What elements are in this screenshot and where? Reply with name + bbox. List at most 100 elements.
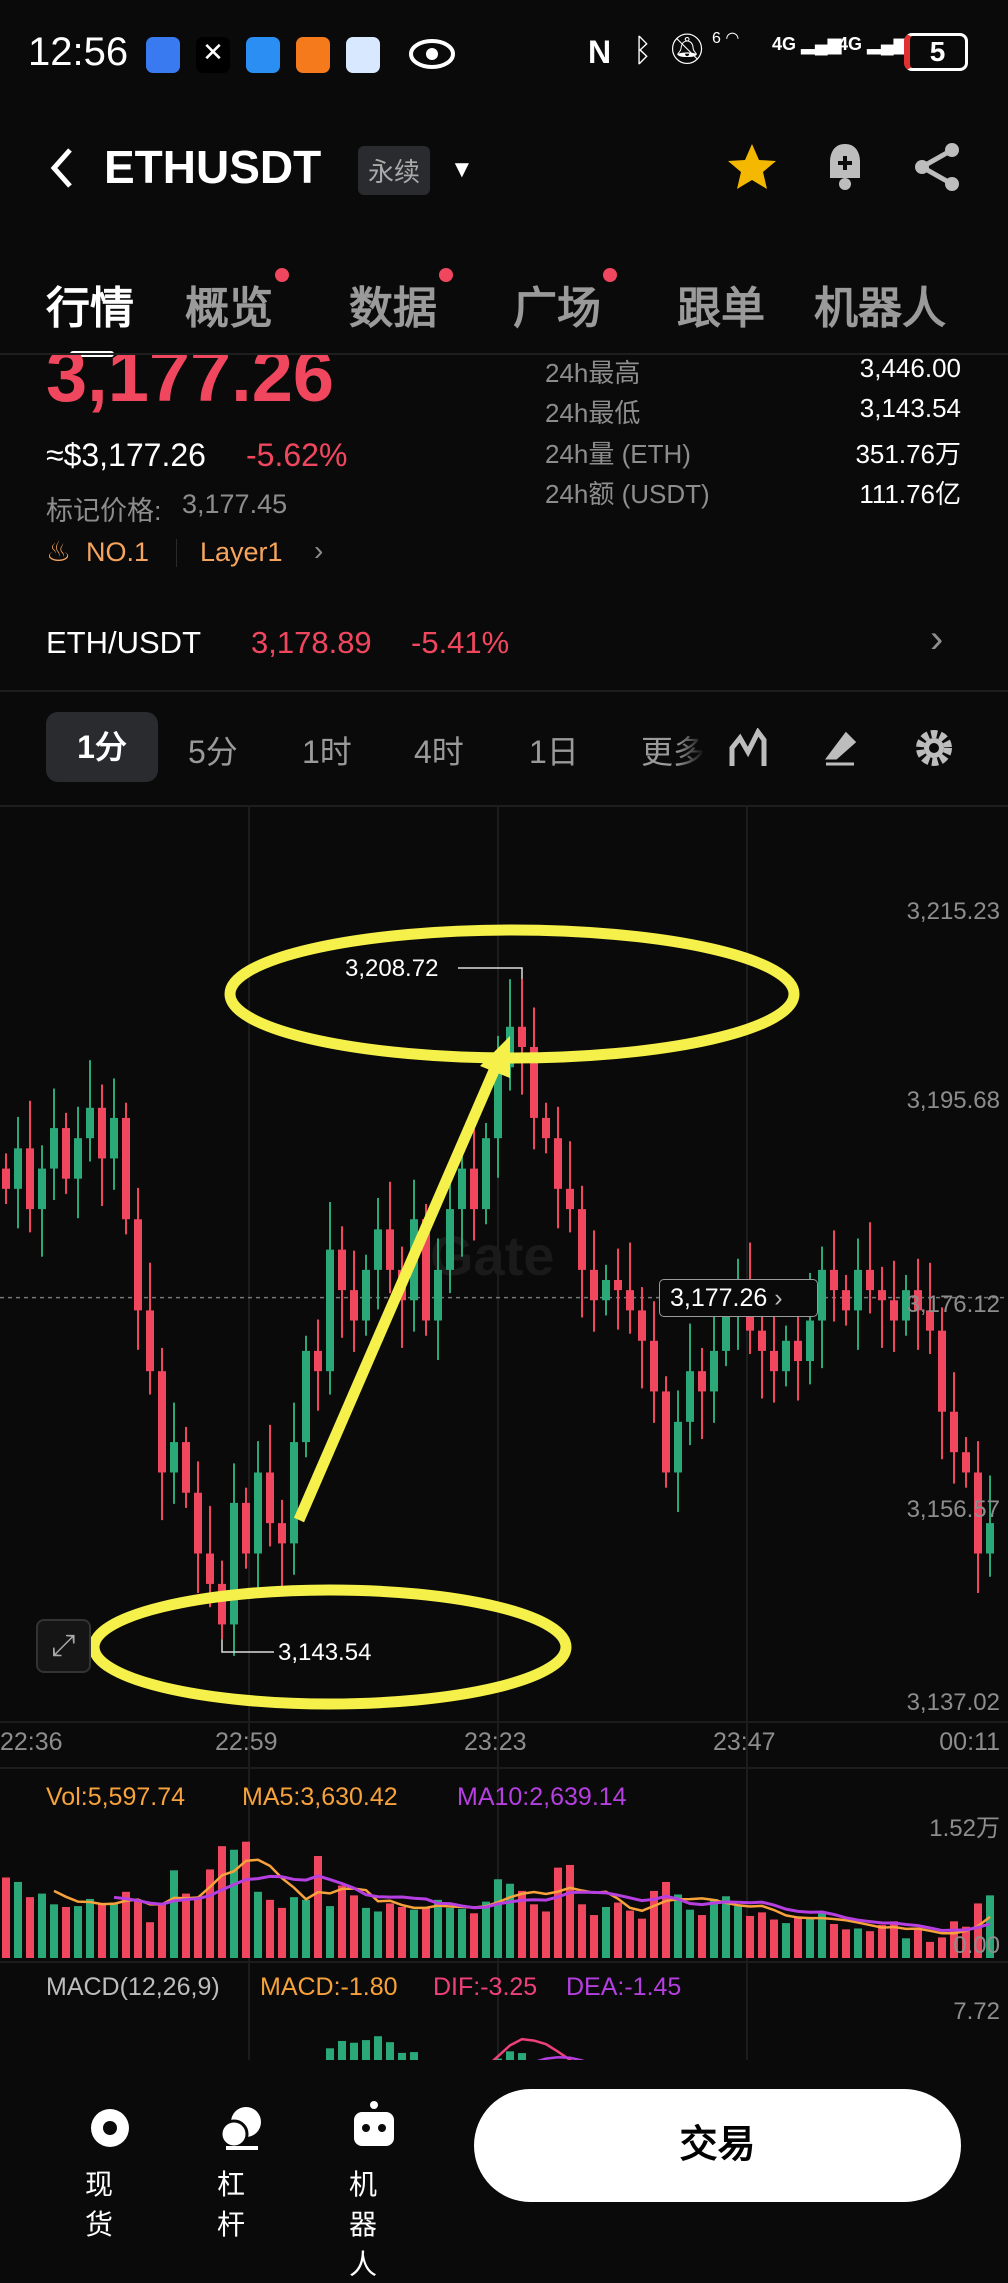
nav-label: 现货 (85, 2169, 114, 2240)
margin-icon (219, 2107, 261, 2150)
volume-bar (962, 1926, 970, 1958)
chat-app-icon (246, 37, 280, 73)
candle-body (578, 1209, 586, 1270)
candle-body (302, 1350, 310, 1443)
tab-bots[interactable]: 机器人 (814, 272, 946, 336)
mark-price-label: 标记价格: (46, 496, 162, 526)
spot-change: -5.41% (411, 625, 510, 660)
star-icon[interactable] (726, 142, 778, 192)
volume-bar (854, 1928, 862, 1958)
ma10-line (113, 1874, 991, 1932)
volume-bar (362, 1907, 370, 1958)
candle-body (122, 1117, 130, 1220)
candle-body (782, 1340, 790, 1372)
notification-dot (603, 268, 617, 282)
tab-label: 机器人 (814, 284, 946, 333)
candle-body (986, 1523, 994, 1554)
nav-margin[interactable]: 杠杆 (192, 2060, 292, 2240)
nav-spot[interactable]: 现货 (60, 2060, 160, 2240)
draw-tool-icon[interactable] (820, 728, 860, 768)
candle-body (890, 1300, 898, 1321)
highlight-ellipse-low (88, 1584, 572, 1710)
volume-bar (734, 1906, 742, 1958)
x-tick-label: 22:36 (0, 1728, 63, 1756)
tab-copy-trading[interactable]: 跟单 (677, 272, 765, 336)
macd-max-label: 7.72 (953, 1998, 1000, 2025)
interval-1m[interactable]: 1分 (46, 712, 158, 782)
tab-overview[interactable]: 概览 (185, 268, 289, 336)
settings-gear-icon[interactable] (914, 728, 954, 768)
chevron-right-icon[interactable]: › (314, 535, 324, 566)
volume-label: Vol:5,597.74 (46, 1783, 186, 1811)
expand-chart-button[interactable]: ⤢ (36, 1619, 91, 1673)
price-change: -5.62% (246, 437, 348, 473)
interval-5m[interactable]: 5分 (188, 734, 238, 770)
volume-bar (578, 1904, 586, 1958)
sector-tag[interactable]: Layer1 (200, 537, 283, 567)
interval-4h[interactable]: 4时 (414, 734, 464, 770)
notification-dot (275, 268, 289, 282)
volume-bar (986, 1895, 994, 1958)
y-tick-label: 3,176.12 (906, 1291, 1000, 1318)
y-tick-label: 3,137.02 (906, 1689, 1000, 1716)
volume-bar (422, 1907, 430, 1958)
trade-button[interactable]: 交易 (474, 2089, 961, 2202)
volume-bar (98, 1904, 106, 1958)
candle-body (86, 1107, 94, 1139)
macd-bar (350, 2042, 358, 2060)
interval-1h[interactable]: 1时 (302, 734, 352, 770)
candle-body (530, 1047, 538, 1118)
spot-pair-row[interactable]: ETH/USDT 3,178.89 -5.41% › (0, 613, 1008, 673)
tab-label: 概览 (185, 284, 273, 333)
candle-body (806, 1320, 814, 1362)
volume-bar (926, 1941, 934, 1958)
candle-body (446, 1209, 454, 1270)
symbol-title[interactable]: ETHUSDT (104, 141, 322, 193)
rank-badge[interactable]: NO.1 (86, 537, 150, 567)
volume-bar (842, 1929, 850, 1958)
dif-label: DIF:-3.25 (433, 1973, 538, 2001)
interval-1d[interactable]: 1日 (529, 734, 579, 770)
stat-value: 3,143.54 (859, 393, 961, 423)
macd-bar (374, 2036, 382, 2060)
volume-bar (146, 1922, 154, 1958)
volume-bar (242, 1841, 250, 1958)
alert-bell-icon[interactable] (822, 140, 868, 194)
symbol-dropdown-icon[interactable]: ▼ (450, 156, 474, 183)
nav-bots[interactable]: 机器人 (324, 2060, 424, 2280)
candle-body (554, 1138, 562, 1189)
volume-bar (902, 1938, 910, 1958)
tab-market[interactable]: 行情 (46, 272, 134, 336)
ma10-label: MA10:2,639.14 (457, 1783, 627, 1811)
volume-bar (254, 1891, 262, 1958)
volume-bar (878, 1924, 886, 1958)
tab-square[interactable]: 广场 (513, 268, 617, 336)
share-icon[interactable] (912, 142, 962, 192)
candle-body (962, 1452, 970, 1473)
volume-bar (170, 1870, 178, 1958)
annotation-arrow-head (480, 1036, 510, 1078)
tab-data[interactable]: 数据 (349, 268, 453, 336)
volume-bar (950, 1921, 958, 1958)
interval-more[interactable]: 更多 (641, 734, 706, 770)
divider (0, 805, 1008, 807)
chevron-right-icon: › (774, 1284, 783, 1312)
current-price-tag[interactable]: 3,177.26 › (659, 1279, 818, 1317)
macd-bar (362, 2040, 370, 2060)
indicators-icon[interactable] (728, 728, 768, 768)
volume-bar (230, 1849, 238, 1958)
candle-body (866, 1269, 874, 1291)
volume-bar (974, 1903, 982, 1958)
volume-bar (446, 1907, 454, 1958)
candle-body (590, 1269, 598, 1301)
candle-body (14, 1148, 22, 1189)
mute-icon: 🔕︎ (668, 33, 707, 66)
candlestick-chart[interactable]: Gate (0, 805, 1008, 2060)
volume-bar (86, 1898, 94, 1958)
x-tick-label: 22:59 (215, 1728, 278, 1756)
macd-bar (506, 2051, 514, 2060)
volume-bar (650, 1890, 658, 1958)
back-icon[interactable] (48, 146, 76, 190)
macd-bar (338, 2040, 346, 2060)
volume-bar (110, 1902, 118, 1958)
